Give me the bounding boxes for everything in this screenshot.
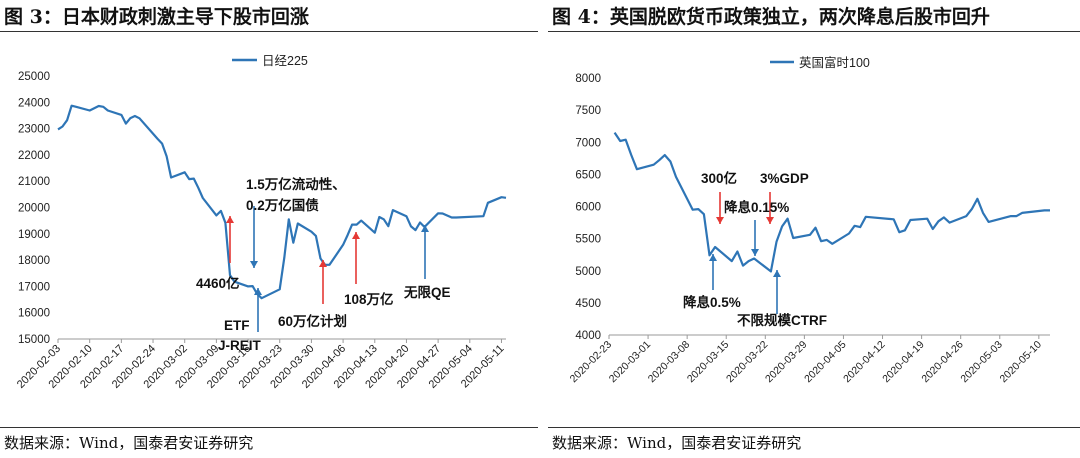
y-tick-label: 24000 — [18, 97, 50, 109]
y-tick-label: 8000 — [575, 73, 601, 85]
annotation-arrow-head — [766, 217, 774, 224]
annotation-label: 降息0.15% — [724, 199, 789, 215]
annotation-label: 无限QE — [403, 285, 451, 300]
y-tick-label: 19000 — [18, 229, 50, 241]
annotation-label: 4460亿 — [196, 275, 240, 291]
annotation-arrow-head — [773, 270, 781, 277]
y-tick-label: 21000 — [18, 176, 50, 188]
source-note: 数据来源：Wind，国泰君安证券研究 — [552, 434, 802, 452]
y-tick-label: 5000 — [575, 266, 601, 278]
annotation-arrow-head — [716, 217, 724, 224]
title-divider — [548, 31, 1080, 32]
annotation-label: 3%GDP — [760, 171, 809, 186]
y-tick-label: 6500 — [575, 169, 601, 181]
y-tick-label: 15000 — [18, 334, 50, 346]
annotation-arrow-head — [250, 261, 258, 268]
figure-4: 图 4：英国脱欧货币政策独立，两次降息后股市回升 4000 4500 5000 550… — [548, 0, 1080, 458]
source-divider — [0, 427, 538, 428]
annotation-label: 300亿 — [701, 170, 737, 186]
y-tick-label: 20000 — [18, 203, 50, 215]
y-tick-label: 16000 — [18, 308, 50, 320]
figure-3: 图 3：日本财政刺激主导下股市回涨 15000 16000 17000 18000 19… — [0, 0, 538, 458]
y-tick-label: 17000 — [18, 281, 50, 293]
figure-title: 图 3：日本财政刺激主导下股市回涨 — [4, 6, 309, 28]
annotation-arrow-head — [421, 225, 429, 232]
legend-label: 英国富时100 — [799, 55, 870, 70]
y-tick-label: 22000 — [18, 150, 50, 162]
y-tick-label: 23000 — [18, 124, 50, 136]
annotation-arrow-head — [352, 232, 360, 239]
title-divider — [0, 31, 538, 32]
annotation-arrow-head — [319, 260, 327, 267]
nikkei-chart: 15000 16000 17000 18000 19000 20000 21000 22000… — [15, 54, 507, 391]
figure-title: 图 4：英国脱欧货币政策独立，两次降息后股市回升 — [552, 6, 990, 28]
annotation-arrow-head — [226, 216, 234, 223]
annotation-arrow-head — [751, 249, 759, 256]
y-tick-label: 25000 — [18, 71, 50, 83]
annotation-label: J-REIT — [218, 338, 262, 353]
series-line — [613, 131, 1050, 273]
annotation-label: 108万亿 — [344, 291, 394, 307]
legend-label: 日经225 — [262, 54, 308, 68]
annotation-label: 降息0.5% — [683, 294, 741, 310]
annotation-label: 0.2万亿国债 — [246, 197, 319, 213]
y-tick-label: 18000 — [18, 255, 50, 267]
x-tick-label: 2020-05-10 — [997, 339, 1044, 386]
source-divider — [548, 427, 1080, 428]
annotation-label: ETF — [224, 318, 250, 333]
y-tick-label: 7500 — [575, 105, 601, 117]
source-note: 数据来源：Wind，国泰君安证券研究 — [4, 434, 254, 452]
annotation-label: 1.5万亿流动性、 — [246, 176, 346, 192]
y-tick-label: 4000 — [575, 330, 601, 342]
y-tick-label: 5500 — [575, 234, 601, 246]
y-tick-label: 7000 — [575, 137, 601, 149]
annotation-arrow-head — [254, 288, 262, 295]
annotation-label: 60万亿计划 — [278, 313, 347, 329]
ftse-chart: 4000 4500 5000 5500 6000 6500 7000 7500 8000 2020… — [568, 55, 1050, 386]
series-line — [57, 104, 507, 300]
y-tick-label: 6000 — [575, 202, 601, 214]
y-tick-label: 4500 — [575, 298, 601, 310]
annotation-arrow-head — [709, 254, 717, 261]
annotation-label: 不限规模CTRF — [737, 312, 827, 328]
